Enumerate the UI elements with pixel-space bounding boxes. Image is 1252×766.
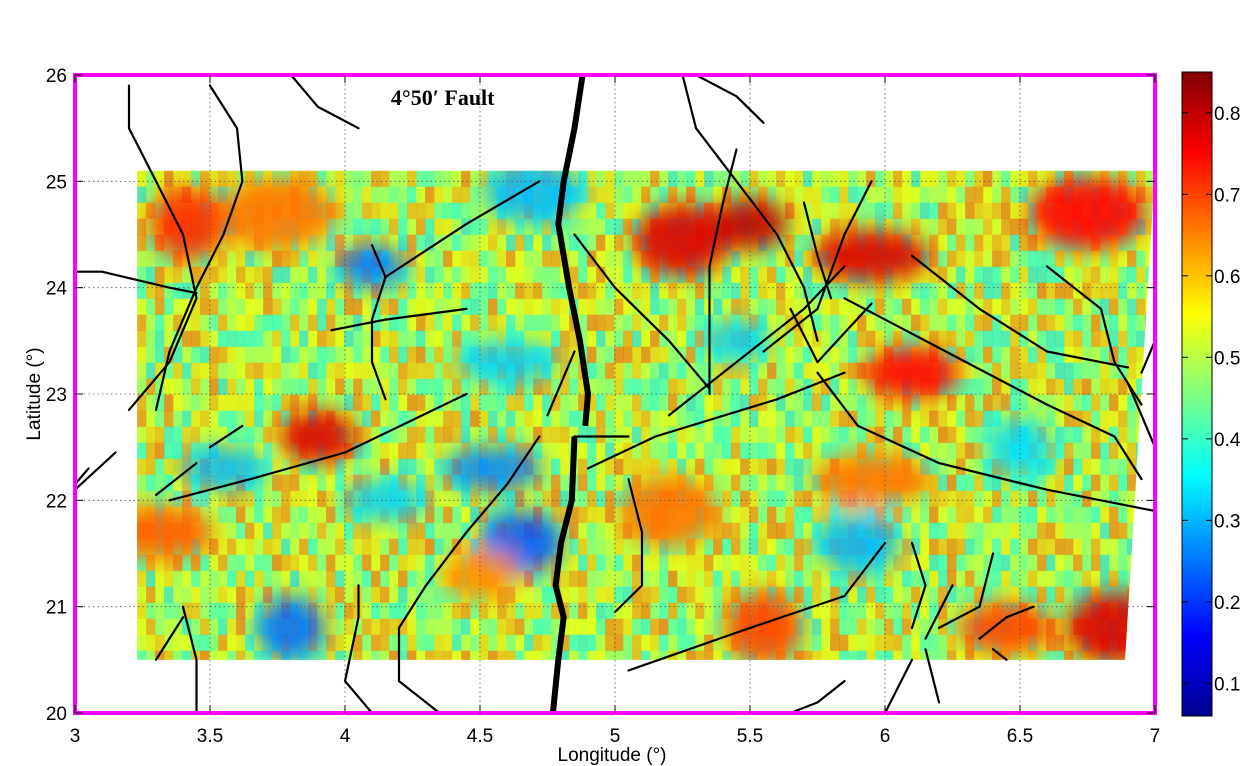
lineament xyxy=(627,541,887,672)
lineament xyxy=(789,307,819,364)
cold-region xyxy=(702,318,771,363)
lineament xyxy=(154,84,244,411)
lineament xyxy=(343,584,374,713)
hot-region xyxy=(958,601,1055,654)
cold-region xyxy=(443,446,544,491)
colorbar-gradient xyxy=(1181,71,1213,717)
lineament xyxy=(289,75,360,130)
x-tick-label: 4.5 xyxy=(467,726,493,747)
colorbar-tick-label: 0.2 xyxy=(1214,593,1240,614)
hot-region xyxy=(219,177,336,250)
x-tick-label: 6.5 xyxy=(1007,726,1033,747)
lineament xyxy=(168,392,468,502)
lineament xyxy=(681,75,819,342)
y-tick-label: 25 xyxy=(46,172,67,193)
hot-region xyxy=(280,410,356,463)
x-tick-label: 5 xyxy=(610,726,621,747)
fault-lines xyxy=(75,75,1155,713)
lineament xyxy=(924,648,941,704)
colorbar-tick-label: 0.4 xyxy=(1214,430,1241,451)
hot-region xyxy=(725,591,802,660)
cold-region xyxy=(816,510,900,575)
x-tick-label: 4 xyxy=(340,726,351,747)
lineament xyxy=(937,552,995,629)
lineament xyxy=(802,201,833,300)
lineament xyxy=(75,467,90,487)
x-axis: 3 3.5 4 4.5 5 5.5 6 6.5 7 xyxy=(70,75,1161,747)
colorbar-tick-label: 0.1 xyxy=(1214,674,1240,695)
x-tick-label: 5.5 xyxy=(737,726,763,747)
lineament xyxy=(694,75,765,124)
lineament xyxy=(384,180,541,279)
y-tick-label: 20 xyxy=(46,704,67,725)
lineament xyxy=(883,658,914,713)
lineament xyxy=(816,371,1155,513)
y-tick-label: 23 xyxy=(46,385,67,406)
cold-region xyxy=(338,244,406,289)
heatmap-surface xyxy=(137,170,1155,660)
lineament xyxy=(1140,337,1155,374)
x-tick-label: 6 xyxy=(880,726,891,747)
lineament xyxy=(154,616,185,661)
lineament xyxy=(708,148,738,396)
lineament xyxy=(154,462,198,497)
lineament xyxy=(127,84,198,411)
colorbar-tick-label: 0.5 xyxy=(1214,348,1240,369)
colorbar-tick-label: 0.6 xyxy=(1214,267,1240,288)
x-tick-label: 3 xyxy=(70,726,81,747)
cold-region xyxy=(257,595,325,660)
lineament xyxy=(397,435,541,713)
main-fault-north xyxy=(555,75,591,427)
y-tick-label: 26 xyxy=(46,66,67,87)
lineament xyxy=(1126,382,1155,449)
lineament xyxy=(75,270,198,295)
colorbar-tick-label: 0.7 xyxy=(1214,185,1240,206)
lineament xyxy=(843,297,1143,481)
lineament xyxy=(208,424,244,449)
lineament xyxy=(762,180,873,353)
main-fault-south xyxy=(549,436,578,713)
lineament xyxy=(910,254,1130,369)
lineament xyxy=(546,350,576,417)
lineament xyxy=(75,451,117,491)
hot-region xyxy=(1029,177,1146,250)
hot-region xyxy=(621,474,717,547)
lineament xyxy=(573,233,711,390)
colorbar-tick-label: 0.8 xyxy=(1214,104,1240,125)
cold-region xyxy=(181,446,266,491)
y-tick-label: 21 xyxy=(46,598,67,619)
lineament xyxy=(586,371,846,470)
lineament xyxy=(978,605,1035,640)
y-tick-label: 24 xyxy=(46,279,68,300)
hot-region xyxy=(1066,591,1155,660)
lineament xyxy=(330,307,468,332)
y-axis-title: Latitude (°) xyxy=(24,347,45,440)
lineament xyxy=(181,605,198,713)
y-axis: 20 21 22 23 24 25 26 xyxy=(46,66,1155,725)
lineament xyxy=(910,541,927,629)
hot-region xyxy=(634,203,731,276)
lineament xyxy=(370,244,387,401)
cold-region xyxy=(986,415,1054,480)
hot-region xyxy=(864,346,960,399)
lineament xyxy=(613,478,644,614)
lineament xyxy=(789,680,846,713)
hot-region xyxy=(813,453,930,506)
colorbar: 0.1 0.2 0.3 0.4 0.5 0.6 0.7 0.8 xyxy=(1181,71,1241,717)
colorbar-tick-label: 0.3 xyxy=(1214,511,1240,532)
hot-region xyxy=(137,506,214,559)
lineament xyxy=(924,584,954,640)
lineament xyxy=(991,648,1008,661)
x-tick-label: 7 xyxy=(1150,726,1161,747)
lineament xyxy=(816,302,873,364)
fault-annotation: 4°50′ Fault xyxy=(391,85,495,110)
y-tick-label: 22 xyxy=(46,491,67,512)
colorbar-ticks: 0.1 0.2 0.3 0.4 0.5 0.6 0.7 0.8 xyxy=(1182,104,1241,695)
cold-region xyxy=(457,340,557,385)
heatmap-layer xyxy=(137,170,1155,660)
x-tick-label: 3.5 xyxy=(197,726,223,747)
x-axis-title: Longitude (°) xyxy=(558,745,667,766)
